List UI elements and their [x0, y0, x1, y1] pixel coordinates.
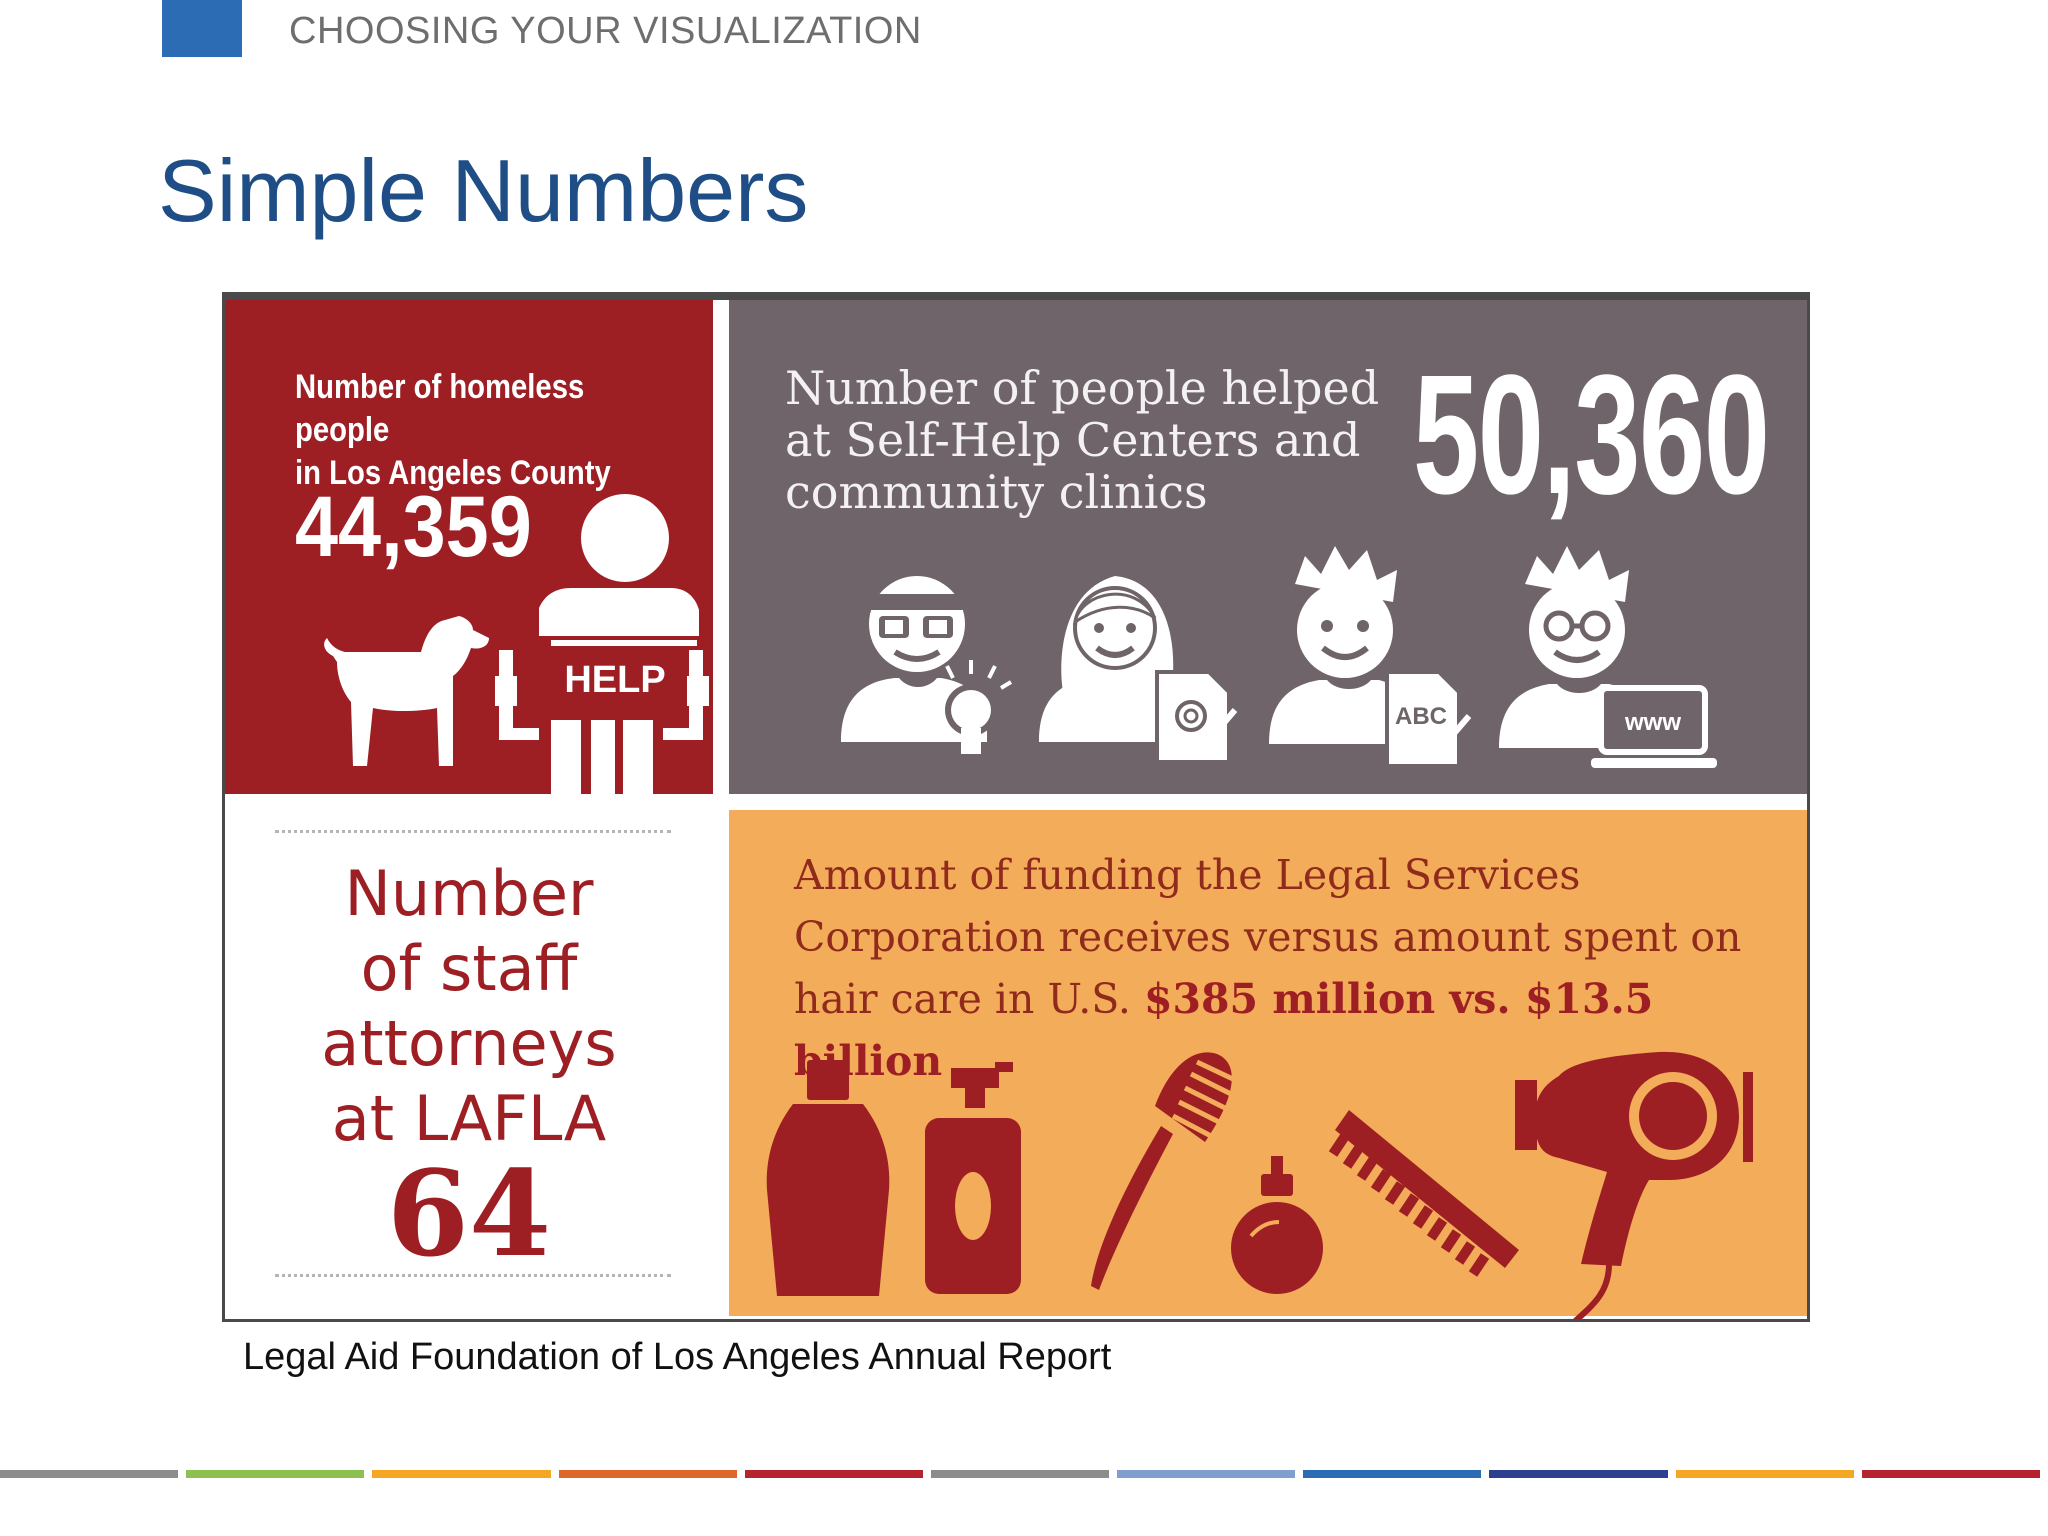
top-dotted-divider	[275, 830, 671, 833]
person-document-icon	[1039, 576, 1238, 764]
laptop-www-text: www	[1624, 709, 1681, 736]
person-abc-document-icon: ABC	[1269, 546, 1472, 768]
staff-label-line3: attorneys	[321, 1007, 617, 1080]
funding-line1: Amount of funding the Legal Services	[794, 851, 1581, 899]
perfume-bottle-icon	[1231, 1156, 1323, 1294]
page-title: Simple Numbers	[158, 141, 809, 240]
shampoo-bottle-icon	[766, 1060, 890, 1296]
funding-highlight: $385 million vs. $13.5 billion	[794, 975, 1654, 1085]
footer-color-segment	[1117, 1470, 1296, 1478]
person-lightbulb-icon	[841, 576, 1013, 754]
self-help-number: 50,360	[1413, 340, 1770, 530]
hair-dryer-icon	[1515, 1051, 1753, 1319]
dog-icon	[324, 616, 489, 766]
homeless-number: 44,359	[295, 479, 532, 575]
self-help-label-line3: community clinics	[785, 465, 1208, 519]
comb-icon	[1328, 1110, 1519, 1277]
footer-color-segment	[930, 1470, 1110, 1478]
self-help-panel: Number of people helped at Self-Help Cen…	[729, 300, 1807, 794]
self-help-label: Number of people helped at Self-Help Cen…	[785, 362, 1405, 518]
footer-color-segment	[558, 1470, 737, 1478]
homeless-label: Number of homeless people in Los Angeles…	[295, 366, 656, 495]
footer-color-segment	[1861, 1470, 2040, 1478]
infographic-image: Number of homeless people in Los Angeles…	[222, 292, 1810, 1322]
footer-color-segment	[1489, 1470, 1668, 1478]
bottom-dotted-divider	[275, 1274, 671, 1277]
self-help-label-line1: Number of people helped	[785, 361, 1380, 415]
hair-brush-icon	[1091, 1052, 1237, 1290]
funding-panel: Amount of funding the Legal Services Cor…	[729, 810, 1807, 1319]
person-laptop-icon: www	[1499, 546, 1717, 768]
homeless-label-line2: in Los Angeles County	[295, 454, 611, 492]
funding-line3-prefix: hair care in U.S.	[794, 975, 1144, 1023]
help-sign-text: HELP	[564, 659, 665, 701]
staff-label-line1: Number	[344, 857, 594, 930]
footer-color-segment	[1675, 1470, 1854, 1478]
homeless-label-line1: Number of homeless people	[295, 368, 585, 449]
funding-line3: hair care in U.S. $385 million vs. $13.5…	[794, 968, 1794, 1092]
accent-square	[162, 0, 242, 57]
footer-color-segment	[372, 1470, 551, 1478]
self-help-label-line2: at Self-Help Centers and	[785, 413, 1361, 467]
staff-label-line4: at LAFLA	[331, 1082, 607, 1155]
funding-line2: Corporation receives versus amount spent…	[794, 913, 1742, 961]
footer-color-segment	[0, 1470, 179, 1478]
caption: Legal Aid Foundation of Los Angeles Annu…	[243, 1336, 1112, 1378]
footer-color-segment	[186, 1470, 365, 1478]
person-with-sign-icon: HELP	[495, 494, 709, 795]
footer-color-segment	[744, 1470, 923, 1478]
staff-number: 64	[386, 1144, 552, 1283]
funding-text: Amount of funding the Legal Services Cor…	[794, 844, 1794, 1092]
footer-color-segment	[1303, 1470, 1482, 1478]
section-header: CHOOSING YOUR VISUALIZATION	[289, 10, 922, 52]
homeless-panel: Number of homeless people in Los Angeles…	[225, 300, 713, 795]
staff-panel: Number of staff attorneys at LAFLA 64	[225, 808, 713, 1319]
staff-label: Number of staff attorneys at LAFLA	[225, 856, 713, 1156]
abc-doc-text: ABC	[1395, 703, 1447, 730]
staff-label-line2: of staff	[360, 932, 578, 1005]
pump-bottle-icon	[925, 1062, 1021, 1294]
